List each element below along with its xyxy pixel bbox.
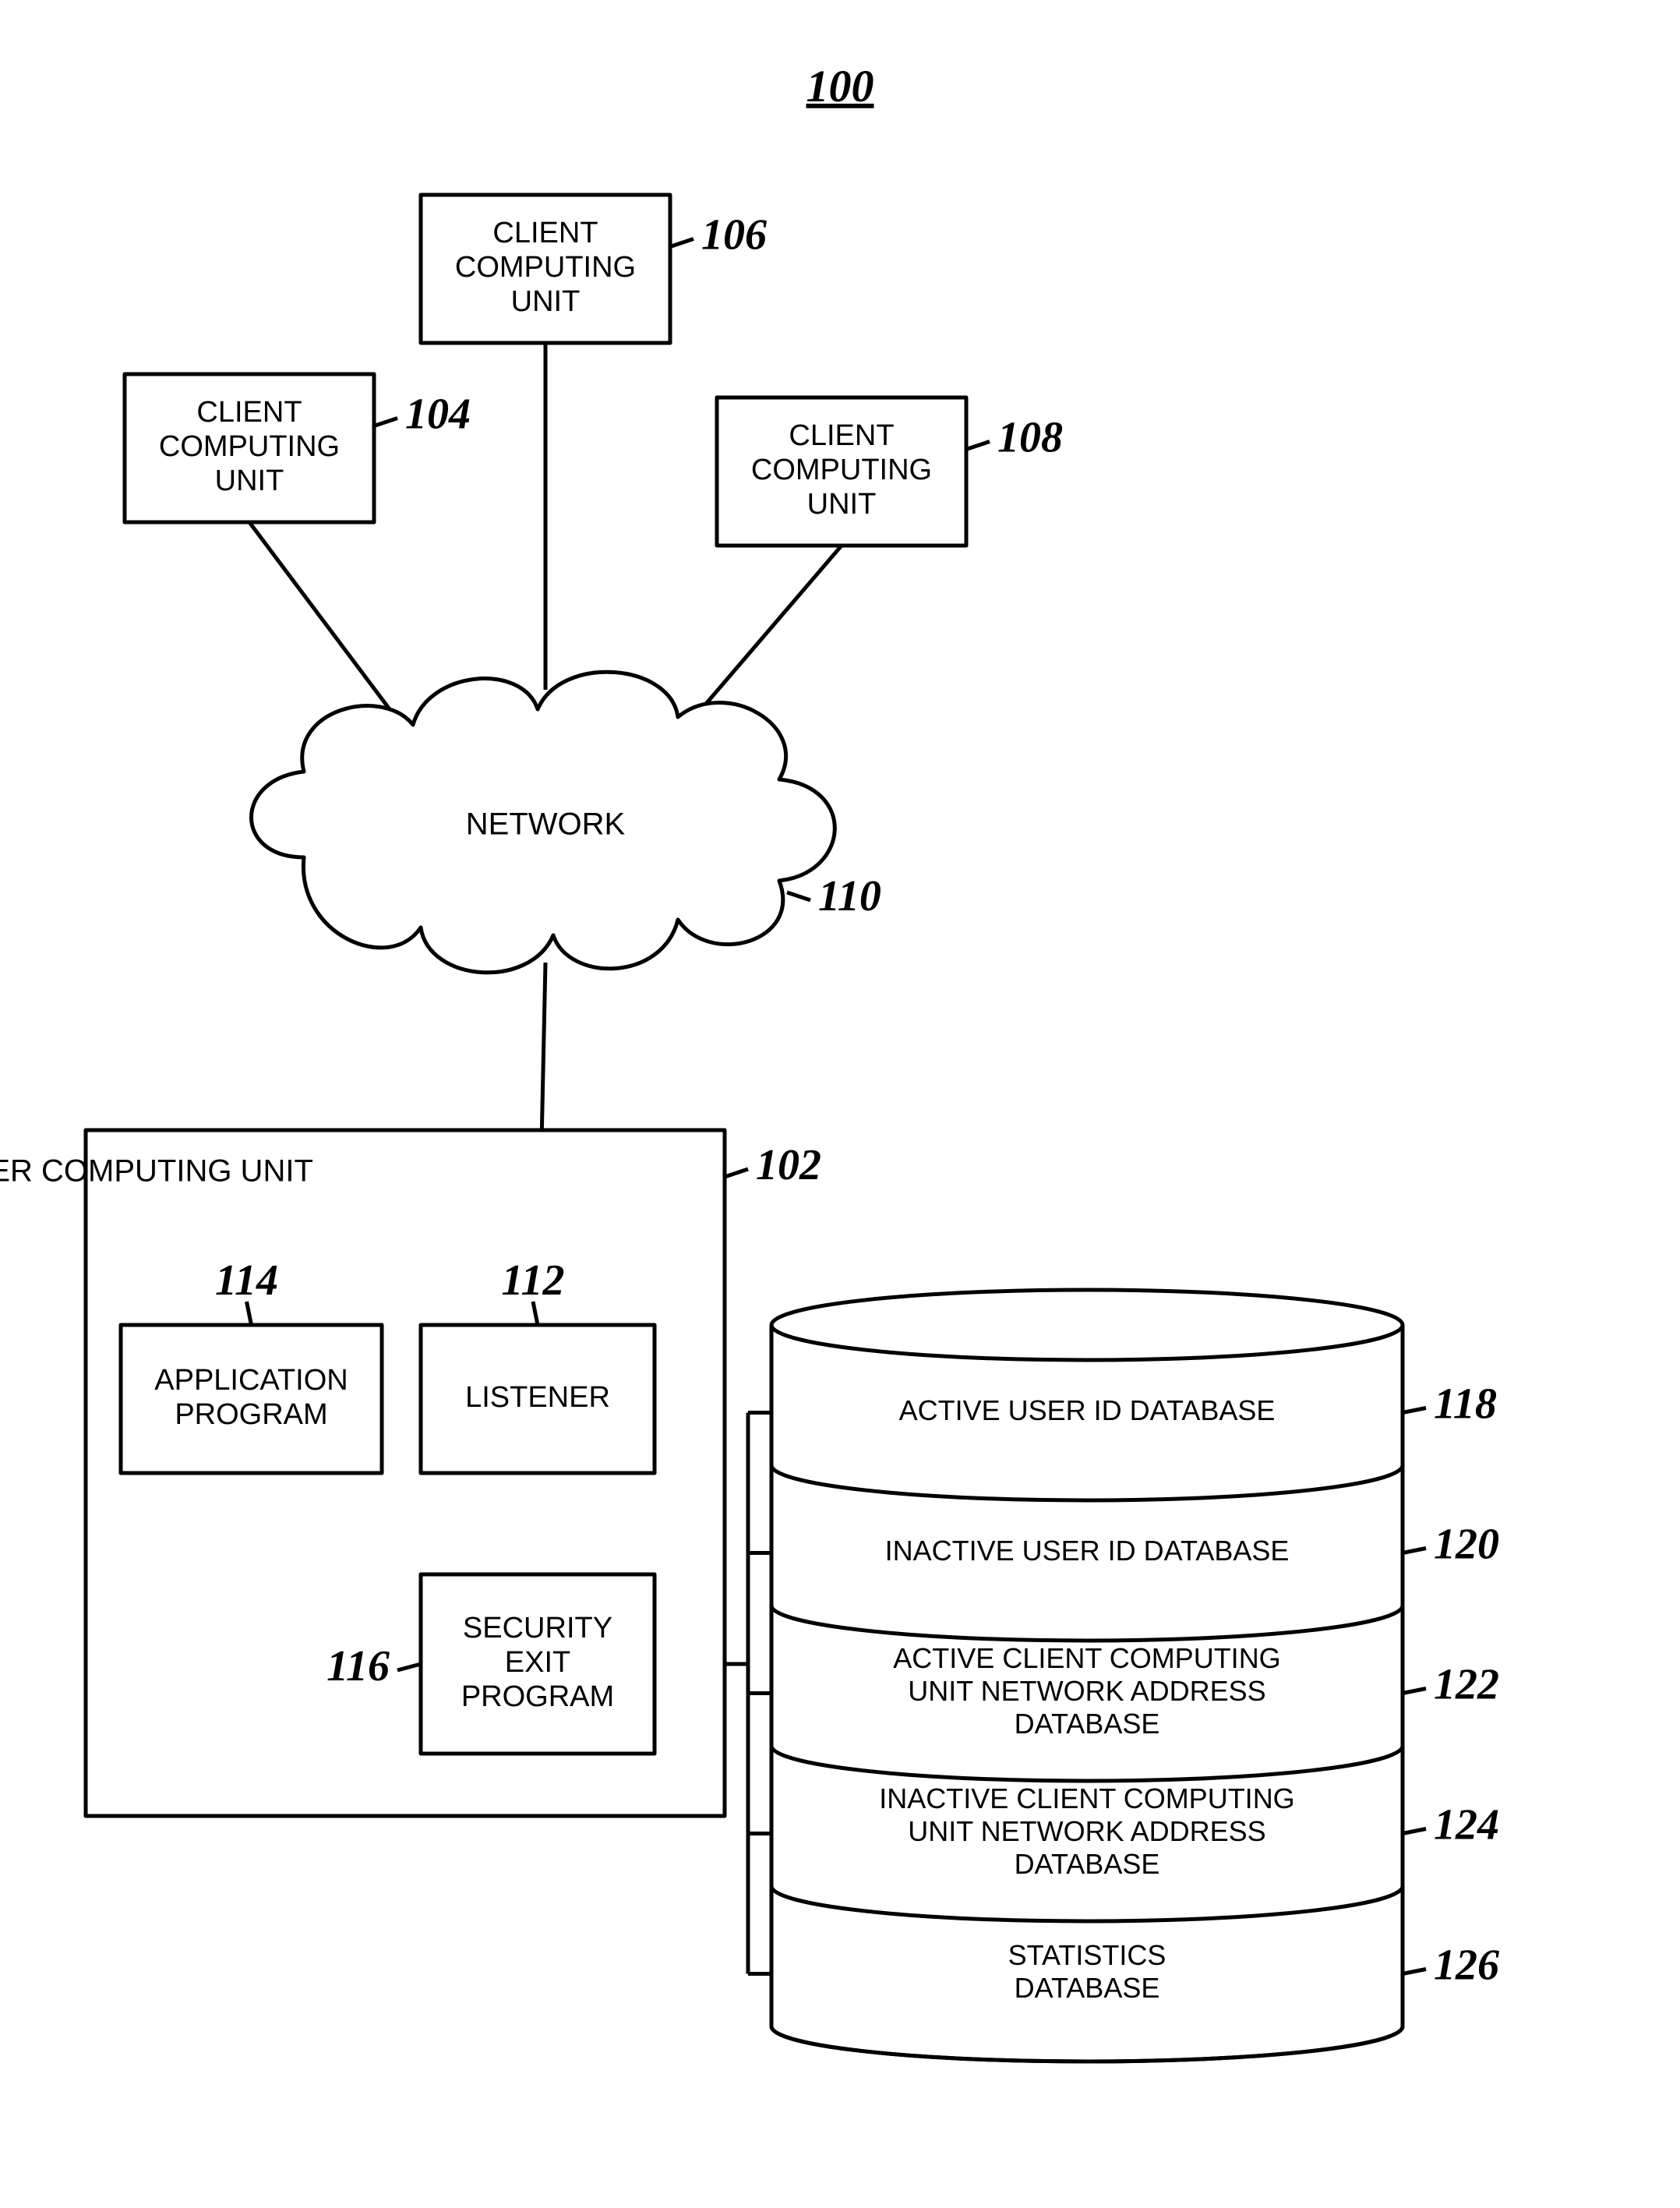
network-cloud: NETWORK 110 (252, 672, 881, 973)
diagram-canvas: 100 NETWORK 110 SERVER COMPUTING UNIT 102 APP… (0, 0, 1680, 2208)
svg-text:INACTIVE USER ID DATABASE: INACTIVE USER ID DATABASE (885, 1535, 1290, 1567)
svg-text:112: 112 (502, 1256, 565, 1305)
svg-text:SERVER COMPUTING UNIT: SERVER COMPUTING UNIT (0, 1154, 313, 1189)
svg-text:114: 114 (215, 1256, 278, 1305)
svg-text:SECURITY: SECURITY (463, 1612, 612, 1645)
svg-text:EXIT: EXIT (505, 1646, 570, 1679)
svg-text:INACTIVE CLIENT COMPUTING: INACTIVE CLIENT COMPUTING (879, 1782, 1294, 1814)
database-stack: ACTIVE USER ID DATABASE 118 INACTIVE USER … (771, 1290, 1499, 2061)
client-106: CLIENTCOMPUTINGUNIT 106 (421, 195, 767, 343)
svg-text:120: 120 (1434, 1520, 1499, 1568)
svg-text:UNIT: UNIT (807, 488, 877, 521)
svg-text:118: 118 (1434, 1380, 1497, 1428)
svg-text:126: 126 (1434, 1941, 1499, 1989)
svg-text:UNIT NETWORK ADDRESS: UNIT NETWORK ADDRESS (908, 1675, 1265, 1707)
svg-text:COMPUTING: COMPUTING (159, 430, 340, 463)
svg-text:CLIENT: CLIENT (196, 396, 302, 429)
svg-text:122: 122 (1434, 1660, 1499, 1708)
svg-text:108: 108 (997, 413, 1063, 461)
server-unit: SERVER COMPUTING UNIT102APPLICATIONPROGR… (0, 1130, 821, 1816)
svg-text:COMPUTING: COMPUTING (751, 454, 932, 486)
svg-text:102: 102 (756, 1141, 821, 1189)
svg-text:ACTIVE USER ID DATABASE: ACTIVE USER ID DATABASE (899, 1394, 1276, 1426)
svg-text:CLIENT: CLIENT (789, 419, 894, 452)
svg-text:UNIT: UNIT (511, 285, 581, 318)
svg-text:110: 110 (818, 872, 881, 920)
client-104: CLIENTCOMPUTINGUNIT 104 (125, 374, 471, 522)
svg-text:UNIT NETWORK ADDRESS: UNIT NETWORK ADDRESS (908, 1815, 1265, 1847)
svg-text:COMPUTING: COMPUTING (455, 251, 636, 284)
svg-text:DATABASE: DATABASE (1015, 1972, 1160, 2004)
svg-text:PROGRAM: PROGRAM (175, 1398, 327, 1431)
svg-text:100: 100 (806, 61, 874, 111)
svg-text:NETWORK: NETWORK (466, 807, 626, 842)
svg-text:104: 104 (405, 390, 471, 438)
svg-text:DATABASE: DATABASE (1015, 1708, 1160, 1740)
svg-text:PROGRAM: PROGRAM (461, 1680, 614, 1713)
svg-text:STATISTICS: STATISTICS (1008, 1939, 1166, 1971)
svg-text:ACTIVE CLIENT COMPUTING: ACTIVE CLIENT COMPUTING (893, 1642, 1280, 1674)
svg-text:DATABASE: DATABASE (1015, 1848, 1160, 1880)
svg-text:CLIENT: CLIENT (492, 217, 598, 249)
svg-text:124: 124 (1434, 1800, 1499, 1849)
svg-text:116: 116 (326, 1642, 390, 1690)
svg-text:106: 106 (701, 210, 767, 259)
svg-text:LISTENER: LISTENER (465, 1381, 610, 1414)
svg-text:APPLICATION: APPLICATION (154, 1364, 348, 1397)
svg-text:UNIT: UNIT (215, 465, 284, 497)
client-108: CLIENTCOMPUTINGUNIT 108 (717, 397, 1063, 546)
